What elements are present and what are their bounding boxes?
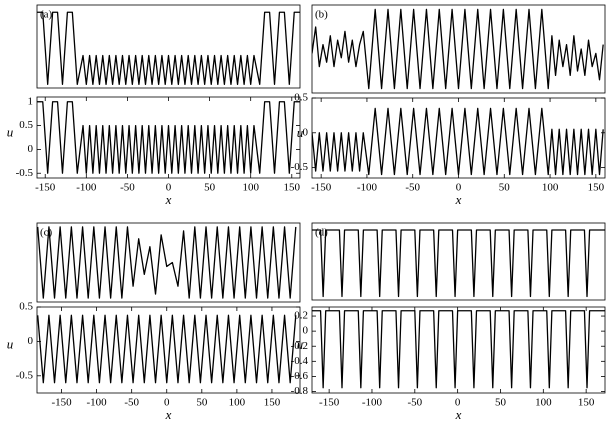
y-axis-label: u [297, 125, 304, 140]
x-axis-label: x [455, 407, 462, 422]
x-tick-label: 50 [196, 397, 208, 409]
curve [312, 107, 604, 176]
curve [37, 11, 300, 86]
x-tick-label: -50 [407, 397, 422, 409]
plot-frame [36, 4, 301, 89]
curve [37, 226, 297, 299]
y-axis-label: u [7, 124, 14, 139]
curve [37, 314, 297, 384]
x-tick-label: 0 [166, 182, 172, 194]
x-tick-label: 100 [229, 397, 246, 409]
x-tick-label: 50 [499, 182, 511, 194]
y-tick-label: -0.5 [16, 369, 34, 381]
panel-label: (b) [315, 9, 328, 21]
panel-label: (a) [40, 9, 53, 21]
curve [312, 310, 605, 389]
x-tick-label: 150 [578, 397, 595, 409]
curve [312, 229, 605, 298]
x-axis-label: x [165, 192, 172, 207]
x-tick-label: 0 [164, 397, 170, 409]
x-tick-label: -100 [87, 397, 108, 409]
subplot: -0.5 0 0.5 1 -150 -100 -50 0 50 100 150 x u [7, 95, 301, 207]
subplot: (d) [311, 222, 606, 301]
x-tick-label: 150 [588, 182, 605, 194]
x-tick-label: 150 [284, 182, 301, 194]
x-tick-label: 50 [495, 397, 507, 409]
subplot: (a) [36, 4, 301, 89]
y-tick-label: -0.2 [291, 340, 308, 352]
panel-label: (c) [40, 227, 53, 239]
y-tick-label: 0.5 [294, 92, 308, 104]
x-tick-label: -150 [311, 182, 332, 194]
curve [312, 8, 604, 90]
plot-frame [311, 222, 606, 301]
x-axis-label: x [165, 407, 172, 422]
x-tick-label: -50 [405, 182, 420, 194]
y-tick-label: -0.5 [16, 167, 34, 179]
plot-frame [36, 306, 301, 394]
subplot: (c) [36, 222, 301, 303]
y-tick-label: -0.5 [291, 161, 309, 173]
x-tick-label: 0 [455, 397, 461, 409]
x-tick-label: -150 [51, 397, 72, 409]
x-tick-label: -100 [76, 182, 97, 194]
y-tick-label: 0 [28, 335, 34, 347]
y-tick-label: 0 [28, 143, 34, 155]
x-tick-label: 0 [456, 182, 462, 194]
x-tick-label: -150 [319, 397, 340, 409]
subplot: -0.8 -0.6 -0.4 -0.2 0 0.2 -150 -100 -50 0 50 100 150… [291, 306, 606, 422]
x-tick-label: -100 [357, 182, 378, 194]
y-tick-label: -0.8 [291, 385, 309, 397]
y-tick-label: 0.2 [294, 310, 308, 322]
y-axis-label: u [297, 337, 304, 352]
x-tick-label: 100 [242, 182, 259, 194]
x-tick-label: -50 [120, 182, 135, 194]
y-tick-label: -0.6 [291, 370, 309, 382]
y-tick-label: 0 [303, 126, 309, 138]
x-tick-label: -50 [124, 397, 139, 409]
x-tick-label: -100 [362, 397, 383, 409]
y-tick-label: 0 [303, 325, 309, 337]
x-tick-label: 100 [535, 397, 552, 409]
subplot: -0.5 0 0.5 -150 -100 -50 0 50 100 150 x u [7, 301, 301, 422]
x-axis-label: x [455, 192, 462, 207]
plot-frame [311, 306, 606, 394]
y-tick-label: 0.5 [19, 119, 33, 131]
y-tick-label: -0.4 [291, 355, 309, 367]
x-tick-label: 150 [264, 397, 281, 409]
x-tick-label: 50 [204, 182, 216, 194]
y-tick-label: 1 [28, 95, 34, 107]
x-tick-label: -150 [35, 182, 56, 194]
x-tick-label: 100 [542, 182, 559, 194]
y-axis-label: u [7, 337, 14, 352]
subplot: (b) [311, 4, 606, 94]
subplot: -0.5 0 0.5 -150 -100 -50 0 50 100 150 x u [291, 92, 606, 207]
curve [37, 101, 300, 174]
plot-frame [36, 222, 301, 303]
y-tick-label: 0.5 [19, 301, 33, 313]
